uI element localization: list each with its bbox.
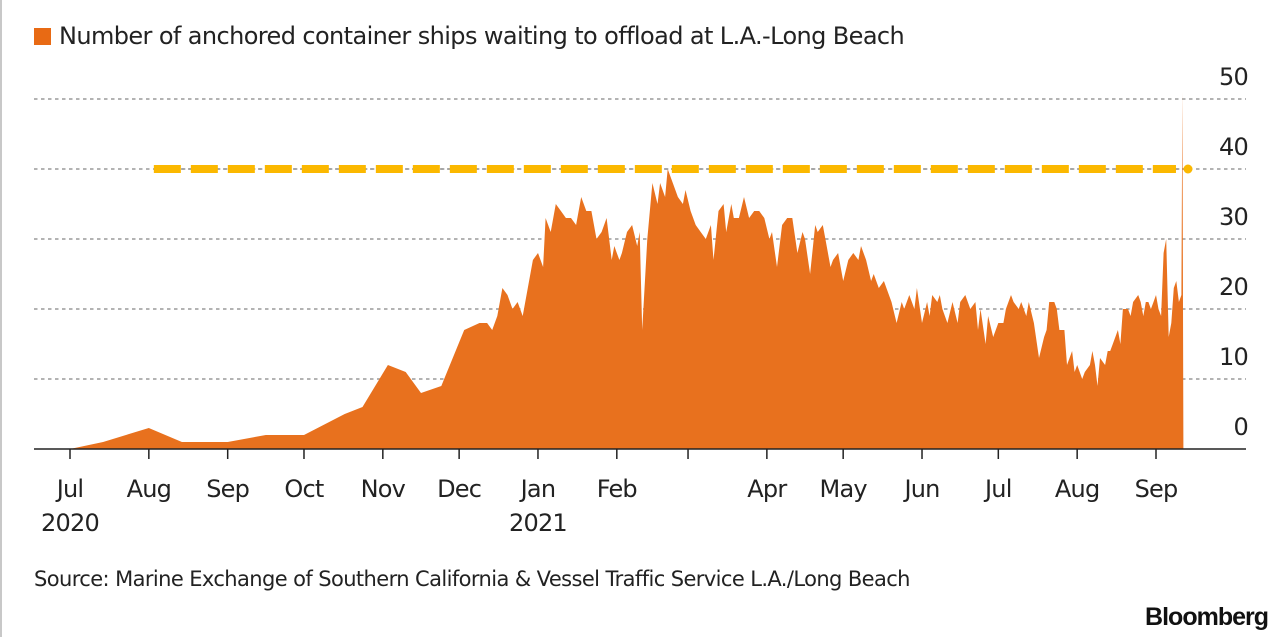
source-note: Source: Marine Exchange of Southern Cali… (34, 567, 911, 591)
legend-label: Number of anchored container ships waiti… (59, 22, 905, 50)
x-tick-label-14: Sep (1135, 475, 1178, 503)
x-tick-label-2: Sep (206, 475, 249, 503)
y-tick-label-20: 20 (1219, 273, 1248, 301)
y-tick-label-50: 50 (1219, 63, 1248, 91)
x-tick-label-12: Jul (983, 475, 1012, 503)
y-tick-label-40: 40 (1219, 133, 1248, 161)
area-layer (70, 92, 1184, 449)
x-tick-label-6: Jan (519, 475, 556, 503)
x-tick-label-1: Aug (127, 475, 171, 503)
x-tick-label-9: Apr (747, 475, 787, 503)
x-tick-label-13: Aug (1055, 475, 1099, 503)
x-tick-label-10: May (820, 475, 868, 503)
x-tick-sublabel-6: 2021 (509, 509, 567, 537)
x-tick-label-7: Feb (597, 475, 637, 503)
x-axis: Jul 2020 Aug Sep Oct Nov Dec Jan 2021 Feb Apr May Ju… (34, 448, 1246, 537)
x-tick-sublabel-0: 2020 (41, 509, 99, 537)
legend-swatch (34, 27, 51, 45)
x-tick-label-0: Jul (55, 475, 84, 503)
y-axis-labels: 0 10 20 30 40 50 (1219, 63, 1249, 441)
area-series-anchored-ships (70, 92, 1184, 449)
x-tick-label-11: Jun (902, 475, 939, 503)
x-tick-label-5: Dec (437, 475, 481, 503)
reference-line-end-dot (1183, 164, 1193, 174)
legend: Number of anchored container ships waiti… (34, 22, 905, 50)
x-tick-label-4: Nov (361, 475, 406, 503)
x-tick-label-3: Oct (284, 475, 323, 503)
y-tick-label-0: 0 (1234, 413, 1248, 441)
y-tick-label-30: 30 (1219, 203, 1248, 231)
bloomberg-logo: Bloomberg (1145, 603, 1269, 631)
reference-line-layer (153, 164, 1193, 174)
left-border (0, 0, 2, 637)
y-tick-label-10: 10 (1219, 343, 1248, 371)
